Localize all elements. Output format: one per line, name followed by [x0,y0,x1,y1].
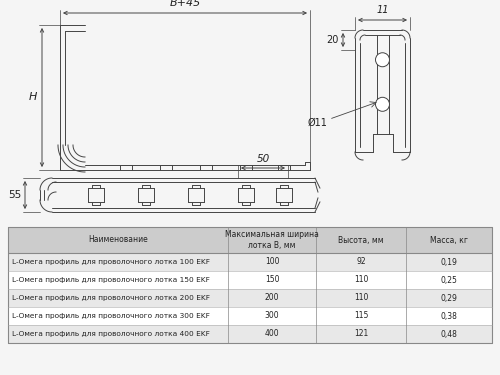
Text: В+45: В+45 [170,0,200,8]
Text: Максимальная ширина
лотка В, мм: Максимальная ширина лотка В, мм [225,230,319,250]
Text: Ø11: Ø11 [307,117,327,127]
Circle shape [376,97,390,111]
Text: Наименование: Наименование [88,236,148,244]
Text: 55: 55 [8,190,21,200]
Text: L-Омега профиль для проволочного лотка 400 EKF: L-Омега профиль для проволочного лотка 4… [12,331,210,337]
Text: 121: 121 [354,330,368,339]
Bar [8,271,492,289]
Text: 115: 115 [354,312,368,321]
Text: L-Омега профиль для проволочного лотка 100 EKF: L-Омега профиль для проволочного лотка 1… [12,259,210,265]
Text: 0,25: 0,25 [440,276,458,285]
Text: L-Омега профиль для проволочного лотка 200 EKF: L-Омега профиль для проволочного лотка 2… [12,295,210,301]
Bar [8,307,492,325]
Text: 100: 100 [265,258,279,267]
Text: 300: 300 [264,312,280,321]
Bar [8,227,492,253]
Text: L-Омега профиль для проволочного лотка 300 EKF: L-Омега профиль для проволочного лотка 3… [12,313,210,319]
Text: Масса, кг: Масса, кг [430,236,468,244]
Text: 92: 92 [356,258,366,267]
Text: L-Омега профиль для проволочного лотка 150 EKF: L-Омега профиль для проволочного лотка 1… [12,277,210,283]
Bar [8,289,492,307]
Text: 20: 20 [326,35,339,45]
Bar [8,325,492,343]
Text: 0,38: 0,38 [440,312,458,321]
Text: 50: 50 [256,154,270,164]
Circle shape [376,53,390,67]
Text: 400: 400 [264,330,280,339]
Text: 110: 110 [354,276,368,285]
Text: 0,19: 0,19 [440,258,458,267]
Text: 110: 110 [354,294,368,303]
Text: 11: 11 [376,5,389,15]
Text: 0,48: 0,48 [440,330,458,339]
Text: 200: 200 [265,294,279,303]
Text: Высота, мм: Высота, мм [338,236,384,244]
Text: 150: 150 [265,276,279,285]
Text: 0,29: 0,29 [440,294,458,303]
Text: H: H [28,93,37,102]
Bar [8,253,492,271]
